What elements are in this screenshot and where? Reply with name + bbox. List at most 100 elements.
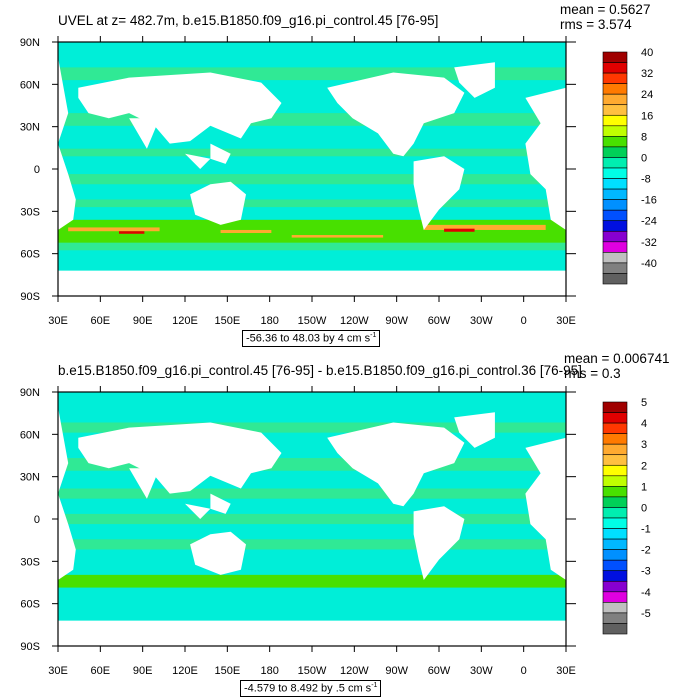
x-tick-label: 150W <box>298 665 327 677</box>
colorbar-box <box>602 252 628 264</box>
land-mass <box>190 181 246 225</box>
colorbar-box <box>602 559 628 572</box>
x-tick-label: 60W <box>428 665 451 677</box>
colorbar-box <box>602 136 628 148</box>
x-tick-label: 150E <box>214 665 240 677</box>
land-mass <box>413 506 465 580</box>
x-tick-label: 90E <box>133 665 153 677</box>
land-mass <box>454 62 495 98</box>
x-tick-label: 30E <box>48 665 68 677</box>
contour-range-text: -4.579 to 8.492 by .5 cm s <box>244 682 372 695</box>
land-mass <box>58 57 76 231</box>
colorbar-box <box>602 230 628 243</box>
y-tick-label: 30N <box>20 472 40 484</box>
colorbar-box <box>602 612 628 624</box>
y-tick-label: 90S <box>20 641 40 653</box>
map-plot: 30E 60E 90E 120E 150E 180 150W 120W 90W 60W 30W 0 30… <box>20 36 657 327</box>
colorbar-box <box>602 209 628 222</box>
colorbar-box <box>602 422 628 434</box>
contour-range-exponent: -1 <box>370 332 377 339</box>
chart-title: b.e15.B1850.f09_g16.pi_control.45 [76-95… <box>58 363 582 378</box>
x-tick-label: 0 <box>521 665 527 677</box>
rms-label: rms = 3.574 <box>560 17 632 32</box>
colorbar-label: -2 <box>641 545 651 557</box>
x-tick-label: 120E <box>172 665 198 677</box>
colorbar-box <box>602 125 628 137</box>
acc-streak <box>423 224 546 230</box>
land-mass <box>58 620 566 646</box>
colorbar-label: 2 <box>641 460 647 472</box>
colorbar-box <box>602 433 628 445</box>
colorbar-box <box>602 72 628 84</box>
mean-label: mean = 0.006741 <box>564 351 670 366</box>
colorbar-box <box>602 623 628 635</box>
x-tick-label: 30W <box>470 665 493 677</box>
ocean-band <box>58 488 566 499</box>
colorbar-box <box>602 538 628 550</box>
land-mass <box>525 437 566 580</box>
colorbar-label: 8 <box>641 131 647 143</box>
colorbar-label: -1 <box>641 524 651 536</box>
colorbar-label: -24 <box>641 216 657 228</box>
x-tick-label: 30W <box>470 315 493 327</box>
acc-streak <box>68 227 160 232</box>
rms-label: rms = 0.3 <box>564 366 621 381</box>
x-tick-label: 120W <box>340 315 369 327</box>
colorbar-label: -32 <box>641 237 657 249</box>
mean-label: mean = 0.5627 <box>560 2 651 17</box>
colorbar-box <box>602 475 628 487</box>
x-tick-label: 150W <box>298 315 327 327</box>
colorbar-box <box>602 83 628 95</box>
ocean-band <box>58 174 566 185</box>
colorbar-box <box>602 464 628 477</box>
x-tick-label: 180 <box>260 315 278 327</box>
colorbar-label: 5 <box>641 397 647 409</box>
y-tick-label: 0 <box>34 164 40 176</box>
x-tick-label: 90W <box>385 315 408 327</box>
colorbar-label: 40 <box>641 47 653 59</box>
panel-bottom: b.e15.B1850.f09_g16.pi_control.45 [76-95… <box>0 350 700 700</box>
y-tick-label: 60S <box>20 249 40 261</box>
x-tick-label: 30E <box>48 315 68 327</box>
colorbar-label: -3 <box>641 566 651 578</box>
colorbar-box <box>602 220 628 232</box>
colorbar-label: 32 <box>641 68 653 80</box>
land-mass <box>78 422 282 494</box>
land-mass <box>58 407 76 580</box>
contour-range-exponent: -1 <box>371 682 378 689</box>
acc-streak <box>291 235 384 238</box>
contour-range-box: -56.36 to 48.03 by 4 cm s-1 <box>242 330 381 347</box>
x-tick-label: 0 <box>521 315 527 327</box>
colorbar-label: -16 <box>641 195 657 207</box>
colorbar-box <box>602 157 628 169</box>
x-tick-label: 120E <box>172 315 198 327</box>
y-tick-label: 60N <box>20 429 40 441</box>
colorbar-box <box>602 496 628 508</box>
colorbar-box <box>602 401 628 413</box>
colorbar-label: 4 <box>641 418 647 430</box>
contour-range-box: -4.579 to 8.492 by .5 cm s-1 <box>240 680 382 697</box>
colorbar-box <box>602 51 628 63</box>
acc-core <box>444 228 475 232</box>
y-tick-label: 90N <box>20 37 40 49</box>
x-tick-label: 90E <box>133 315 153 327</box>
contour-range-text: -56.36 to 48.03 by 4 cm s <box>246 332 371 345</box>
land-mass <box>413 156 465 230</box>
colorbar-box <box>602 454 628 466</box>
colorbar-box <box>602 602 628 614</box>
ocean-band <box>58 513 566 525</box>
land-mass <box>327 422 465 507</box>
colorbar-label: -40 <box>641 258 657 270</box>
acc-band <box>58 574 566 588</box>
land-mass <box>210 493 231 514</box>
map-plot: 30E 60E 90E 120E 150E 180 150W 120W 90W 60W 30W 0 30… <box>20 386 651 677</box>
colorbar-label: 16 <box>641 110 653 122</box>
x-tick-label: 120W <box>340 665 369 677</box>
colorbar-box <box>602 570 628 582</box>
colorbar-box <box>602 580 628 593</box>
y-tick-label: 60S <box>20 599 40 611</box>
ocean-band <box>58 422 566 433</box>
colorbar-box <box>602 262 628 274</box>
y-tick-label: 0 <box>34 514 40 526</box>
colorbar-box <box>602 443 628 456</box>
